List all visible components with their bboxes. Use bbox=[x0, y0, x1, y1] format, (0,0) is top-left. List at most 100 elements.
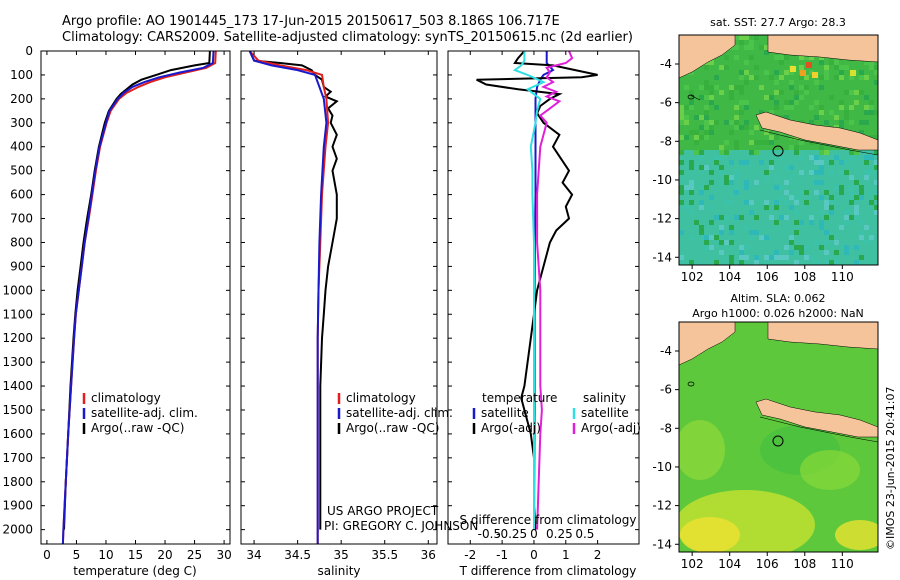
lat-tick-label: -8 bbox=[660, 134, 672, 148]
lon-tick-label: 108 bbox=[793, 270, 816, 284]
lat-tick-label: -4 bbox=[660, 57, 672, 71]
legend-label: satellite bbox=[581, 406, 629, 420]
lon-tick-label: 102 bbox=[681, 557, 704, 571]
pi-credit: PI: GREGORY C. JOHNSON bbox=[324, 519, 478, 533]
lon-tick-label: 102 bbox=[681, 270, 704, 284]
s-diff-xlabel: S difference from climatology bbox=[460, 513, 637, 527]
sst-land-kalimantan bbox=[767, 35, 878, 63]
header-line-2: Climatology: CARS2009. Satellite-adjuste… bbox=[62, 30, 633, 45]
temperature-xlabel: temperature (deg C) bbox=[73, 564, 196, 578]
legend-label: satellite-adj. clim. bbox=[346, 406, 453, 420]
x-tick-label: 0 bbox=[43, 548, 51, 562]
lat-tick-label: -8 bbox=[660, 421, 672, 435]
sla-map-title-1: Altim. SLA: 0.062 bbox=[730, 292, 825, 305]
lon-tick-label: 110 bbox=[831, 270, 854, 284]
salinity-xlabel: salinity bbox=[317, 564, 360, 578]
lat-tick-label: -6 bbox=[660, 383, 672, 397]
legend-label: Argo(-adj) bbox=[481, 421, 541, 435]
s-tick-label: -0.5 bbox=[478, 527, 501, 541]
x-tick-label: -2 bbox=[464, 548, 476, 562]
legend-label: satellite-adj. clim. bbox=[91, 406, 198, 420]
depth-tick-label: 1700 bbox=[2, 451, 33, 465]
depth-tick-label: 0 bbox=[25, 44, 33, 58]
depth-tick-label: 1000 bbox=[2, 283, 33, 297]
lat-tick-label: -14 bbox=[652, 537, 672, 551]
legend-temperature-header: temperature bbox=[482, 391, 557, 405]
sla-land-java bbox=[755, 398, 878, 438]
legend-label: Argo(..raw -QC) bbox=[346, 421, 439, 435]
t-diff-xlabel: T difference from climatology bbox=[459, 564, 637, 578]
x-tick-label: 5 bbox=[73, 548, 81, 562]
legend-label: climatology bbox=[91, 391, 161, 405]
legend-label: climatology bbox=[346, 391, 416, 405]
x-tick-label: 1 bbox=[562, 548, 570, 562]
sst-land-java bbox=[755, 111, 878, 151]
depth-tick-label: 2000 bbox=[2, 523, 33, 537]
salinity-panel: 34 34.5 35 35.5 36 salinity climatologysatel… bbox=[240, 50, 478, 578]
project-credit: US ARGO PROJECT bbox=[327, 504, 439, 518]
lat-tick-label: -12 bbox=[652, 499, 672, 513]
x-tick-label: 15 bbox=[128, 548, 143, 562]
depth-tick-label: 300 bbox=[10, 116, 33, 130]
x-tick-label: 34.5 bbox=[284, 548, 311, 562]
depth-tick-label: 1200 bbox=[2, 331, 33, 345]
depth-axis-labels: 0 100 200 300 400 500 600 700 800 900 1000 1100 1200… bbox=[2, 44, 33, 537]
sst-float-marker bbox=[772, 145, 784, 157]
x-tick-label: 35 bbox=[334, 548, 349, 562]
depth-tick-label: 1500 bbox=[2, 403, 33, 417]
series-line bbox=[536, 51, 574, 530]
lat-tick-label: -12 bbox=[652, 212, 672, 226]
lat-tick-label: -10 bbox=[652, 173, 672, 187]
x-tick-label: 35.5 bbox=[371, 548, 398, 562]
lon-tick-label: 104 bbox=[718, 270, 741, 284]
series-line bbox=[512, 51, 546, 530]
sst-land-sumatra bbox=[679, 35, 736, 79]
x-tick-label: 34 bbox=[246, 548, 261, 562]
lat-tick-label: -4 bbox=[660, 344, 672, 358]
series-line bbox=[248, 51, 328, 544]
depth-tick-label: 600 bbox=[10, 188, 33, 202]
lat-tick-label: -6 bbox=[660, 96, 672, 110]
depth-tick-label: 1300 bbox=[2, 355, 33, 369]
difference-panel: -2 -1 0 1 2 S difference from climatology -0… bbox=[447, 50, 641, 578]
depth-tick-label: 1800 bbox=[2, 475, 33, 489]
sla-map-title-2: Argo h1000: 0.026 h2000: NaN bbox=[692, 307, 864, 320]
x-tick-label: 10 bbox=[98, 548, 113, 562]
temperature-panel: 0 5 10 15 20 25 30 temperature (deg C) climato… bbox=[40, 50, 232, 578]
legend-label: Argo(..raw -QC) bbox=[91, 421, 184, 435]
x-tick-label: 20 bbox=[157, 548, 172, 562]
sst-map-title: sat. SST: 27.7 Argo: 28.3 bbox=[710, 16, 846, 29]
depth-tick-label: 1600 bbox=[2, 427, 33, 441]
series-line bbox=[63, 51, 211, 530]
legend-label: satellite bbox=[481, 406, 529, 420]
s-tick-label: 0 bbox=[530, 527, 538, 541]
sla-map: Altim. SLA: 0.062 Argo h1000: 0.026 h200… bbox=[652, 292, 879, 571]
lon-tick-label: 104 bbox=[718, 557, 741, 571]
series-line bbox=[248, 51, 339, 530]
series-line bbox=[61, 51, 215, 544]
lat-tick-label: -10 bbox=[652, 460, 672, 474]
s-tick-label: 0.25 bbox=[546, 527, 573, 541]
depth-tick-label: 1400 bbox=[2, 379, 33, 393]
lon-tick-label: 108 bbox=[793, 557, 816, 571]
series-line bbox=[248, 51, 330, 544]
depth-tick-label: 1900 bbox=[2, 499, 33, 513]
s-tick-label: -0.25 bbox=[496, 527, 527, 541]
depth-tick-label: 500 bbox=[10, 164, 33, 178]
x-tick-label: 2 bbox=[594, 548, 602, 562]
difference-legend: temperature salinitysatelliteArgo(-adj)sa… bbox=[472, 391, 641, 435]
sla-float-marker bbox=[772, 435, 784, 447]
x-tick-label: 25 bbox=[187, 548, 202, 562]
sla-land-sumatra bbox=[679, 322, 736, 366]
depth-tick-label: 100 bbox=[10, 68, 33, 82]
depth-tick-label: 800 bbox=[10, 235, 33, 249]
x-tick-label: 36 bbox=[421, 548, 436, 562]
lon-tick-label: 106 bbox=[756, 557, 779, 571]
lat-tick-label: -14 bbox=[652, 250, 672, 264]
x-tick-label: 0 bbox=[530, 548, 538, 562]
sla-land-kalimantan bbox=[767, 322, 878, 350]
imos-credit: ©IMOS 23-Jun-2015 20:41:07 bbox=[884, 386, 897, 550]
legend-salinity-header: salinity bbox=[583, 391, 626, 405]
series-line bbox=[61, 51, 217, 544]
